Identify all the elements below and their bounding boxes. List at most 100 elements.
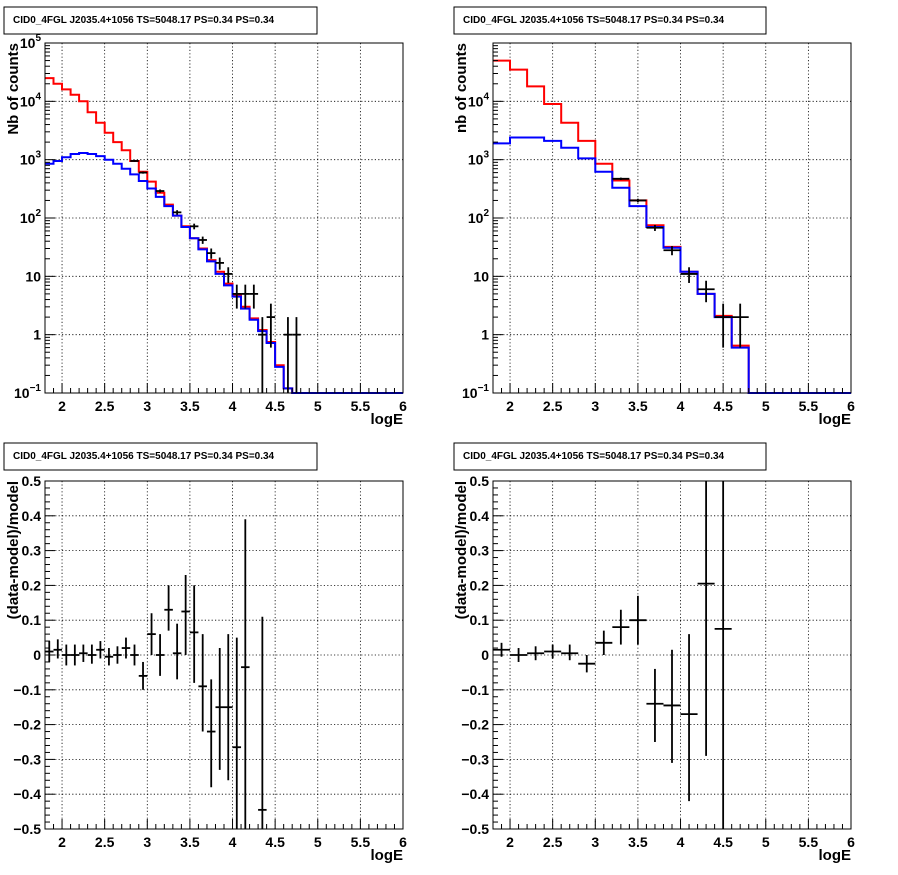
y-axis: −0.5 −0.4 −0.3 −0.2 −0.1 0 0.1 0.2 0.3 0.4 0.5(dat… xyxy=(453,473,503,837)
y-axis-title: Nb of counts xyxy=(5,43,22,135)
y-tick-label: 105 xyxy=(20,33,42,51)
chart-title: CID0_4FGL J2035.4+1056 TS=5048.17 PS=0.3… xyxy=(463,15,725,26)
y-tick-label: 0.4 xyxy=(470,508,490,524)
x-axis-title: logE xyxy=(371,847,404,864)
data-point xyxy=(292,317,301,393)
x-tick-label: 2 xyxy=(506,398,514,414)
data-point xyxy=(130,644,139,666)
data-point xyxy=(493,642,511,657)
data-point xyxy=(232,284,242,309)
data-point xyxy=(104,648,114,666)
y-tick-label: 0.5 xyxy=(470,473,490,489)
x-tick-label: 3.5 xyxy=(628,834,648,850)
x-tick-label: 2.5 xyxy=(95,398,115,414)
data-point xyxy=(215,257,224,270)
data-point xyxy=(62,644,71,666)
data-point xyxy=(181,574,190,655)
data-point xyxy=(138,171,148,174)
x-tick-label: 4.5 xyxy=(713,834,733,850)
x-axis-title: logE xyxy=(371,411,404,428)
y-tick-label: 0.3 xyxy=(470,543,490,559)
data-point xyxy=(53,639,63,659)
x-tick-label: 2.5 xyxy=(95,834,115,850)
histogram-series-2 xyxy=(45,152,403,394)
data-point xyxy=(266,303,276,348)
data-point xyxy=(680,267,698,283)
data-point xyxy=(79,644,88,662)
grid xyxy=(493,43,851,393)
y-tick-label: 0 xyxy=(33,647,41,663)
data-point xyxy=(172,210,182,215)
data-point xyxy=(510,648,528,662)
y-tick-label: 102 xyxy=(20,208,42,226)
y-tick-label: 10−1 xyxy=(14,383,41,401)
data-point xyxy=(629,198,647,203)
data-point xyxy=(121,637,131,659)
data-point xyxy=(612,609,630,645)
x-tick-label: 4.5 xyxy=(265,398,285,414)
y-tick-label: 10−1 xyxy=(462,383,489,401)
x-tick-label: 6 xyxy=(847,834,855,850)
data-point xyxy=(578,655,596,673)
data-point xyxy=(96,641,105,659)
data-point xyxy=(646,224,664,231)
y-tick-label: −0.4 xyxy=(461,786,489,802)
x-tick-label: 3 xyxy=(143,834,151,850)
chart-title-box xyxy=(453,6,767,35)
data-point xyxy=(629,595,647,645)
plot-frame xyxy=(44,42,404,394)
x-tick-label: 2.5 xyxy=(543,398,563,414)
data-point xyxy=(241,519,250,829)
y-tick-label: 0.3 xyxy=(22,543,42,559)
y-tick-label: −0.1 xyxy=(13,682,41,698)
y-tick-label: −0.5 xyxy=(461,821,489,837)
y-tick-label: 1 xyxy=(33,327,41,343)
x-tick-label: 6 xyxy=(399,398,407,414)
data-point xyxy=(680,634,698,802)
x-tick-label: 5.5 xyxy=(351,398,371,414)
y-tick-label: −0.2 xyxy=(13,717,41,733)
x-tick-label: 2 xyxy=(506,834,514,850)
y-axis-title: (data-model)/model xyxy=(5,481,22,619)
plot-frame xyxy=(492,42,852,394)
x-tick-label: 5 xyxy=(314,834,322,850)
data-point xyxy=(155,634,165,676)
histogram-series-1 xyxy=(493,59,851,394)
x-tick-label: 3 xyxy=(143,398,151,414)
data-point xyxy=(646,668,664,742)
chart-title-box xyxy=(3,442,318,471)
data-point xyxy=(697,481,715,756)
data-point xyxy=(241,284,250,309)
data-point xyxy=(527,646,545,661)
data-point xyxy=(714,481,732,829)
x-tick-label: 3 xyxy=(591,398,599,414)
y-tick-label: 0.2 xyxy=(470,577,490,593)
x-tick-label: 4.5 xyxy=(265,834,285,850)
data-point xyxy=(164,585,173,631)
y-tick-label: 1 xyxy=(481,327,489,343)
data-point xyxy=(172,623,182,680)
x-tick-label: 5.5 xyxy=(351,834,371,850)
x-tick-label: 2 xyxy=(58,834,66,850)
x-tick-label: 5 xyxy=(314,398,322,414)
y-tick-label: −0.3 xyxy=(461,751,489,767)
y-tick-label: 102 xyxy=(468,208,490,226)
plot-frame xyxy=(44,480,404,830)
x-tick-label: 4 xyxy=(229,398,237,414)
y-tick-label: −0.1 xyxy=(461,682,489,698)
data-point xyxy=(206,679,216,788)
x-tick-label: 3.5 xyxy=(180,398,200,414)
data-point xyxy=(189,585,199,683)
x-tick-label: 3 xyxy=(591,834,599,850)
data-point xyxy=(561,644,579,661)
data-point xyxy=(155,189,165,193)
y-tick-label: 0.1 xyxy=(470,612,490,628)
data-points xyxy=(45,519,267,829)
data-point xyxy=(87,644,97,664)
data-point xyxy=(249,284,259,309)
data-point xyxy=(206,248,216,259)
grid xyxy=(45,481,403,829)
